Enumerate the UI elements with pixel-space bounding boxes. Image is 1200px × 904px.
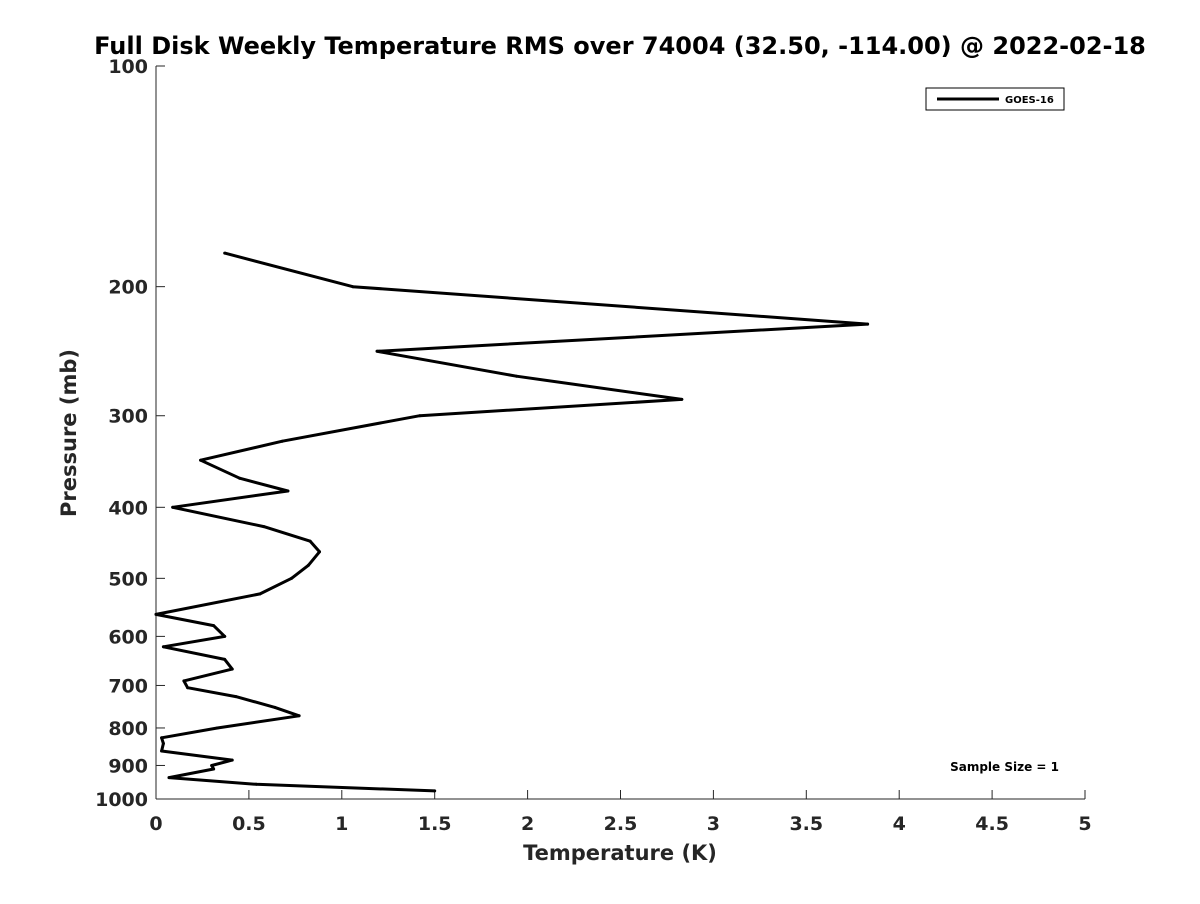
data-point xyxy=(318,550,321,554)
x-tick-label: 2.5 xyxy=(604,813,638,835)
x-tick-label: 3 xyxy=(707,813,720,835)
data-point xyxy=(273,705,277,709)
data-point xyxy=(418,414,422,418)
data-point xyxy=(154,612,158,616)
y-tick-label: 200 xyxy=(108,277,148,299)
data-point xyxy=(306,563,310,567)
data-point xyxy=(160,736,164,740)
data-point xyxy=(167,776,171,780)
data-point xyxy=(212,767,216,771)
x-tick-label: 5 xyxy=(1078,813,1091,835)
x-tick-label: 3.5 xyxy=(789,813,823,835)
series xyxy=(154,251,870,793)
data-point xyxy=(262,525,266,529)
data-point xyxy=(234,695,238,699)
x-tick-label: 2 xyxy=(521,813,534,835)
legend[interactable]: GOES-16 xyxy=(925,87,1065,111)
chart-title: Full Disk Weekly Temperature RMS over 74… xyxy=(94,32,1146,60)
y-axis-label: Pressure (mb) xyxy=(57,349,81,517)
data-point xyxy=(212,624,216,628)
data-point xyxy=(351,285,355,289)
data-point xyxy=(210,764,214,767)
data-point xyxy=(230,667,234,671)
x-axis-label: Temperature (K) xyxy=(523,841,717,865)
y-tick-label: 600 xyxy=(108,626,148,648)
data-point xyxy=(297,714,301,718)
data-point xyxy=(680,397,684,401)
data-point xyxy=(182,679,186,683)
data-point xyxy=(280,439,284,443)
y-tick-label: 500 xyxy=(108,568,148,590)
data-point xyxy=(375,349,379,353)
data-point xyxy=(230,758,234,762)
x-tick-label: 4 xyxy=(893,813,906,835)
data-point xyxy=(223,657,227,661)
y-tick-label: 700 xyxy=(108,675,148,697)
data-point xyxy=(171,505,175,509)
data-point xyxy=(223,251,227,255)
data-point xyxy=(308,539,312,543)
data-point xyxy=(199,458,203,462)
x-tick-label: 1 xyxy=(335,813,348,835)
x-tick-label: 0 xyxy=(149,813,162,835)
data-point xyxy=(215,726,219,730)
ticks: 0 0.5 1 1.5 2 2.5 3 3.5 4 4.5 5 100 200 300 400 500 600 7… xyxy=(95,56,1092,835)
y-tick-label: 800 xyxy=(108,718,148,740)
y-tick-label: 900 xyxy=(108,755,148,777)
data-point xyxy=(515,374,518,378)
data-point xyxy=(258,592,262,596)
data-point xyxy=(161,742,165,745)
data-point xyxy=(161,645,165,649)
data-point xyxy=(238,476,242,480)
y-tick-label: 100 xyxy=(108,56,148,78)
y-tick-label: 300 xyxy=(108,406,148,428)
data-point xyxy=(186,686,190,690)
x-tick-label: 0.5 xyxy=(232,813,266,835)
y-tick-label: 1000 xyxy=(95,789,148,811)
data-point xyxy=(160,749,164,753)
x-tick-label: 4.5 xyxy=(975,813,1009,835)
legend-entry-goes-16: GOES-16 xyxy=(1005,95,1054,106)
data-point xyxy=(433,789,437,793)
data-point xyxy=(866,322,870,326)
x-tick-label: 1.5 xyxy=(418,813,452,835)
data-point xyxy=(254,782,258,786)
sample-size-annotation: Sample Size = 1 xyxy=(950,760,1059,774)
data-point xyxy=(223,634,227,638)
data-point xyxy=(290,576,294,580)
y-tick-label: 400 xyxy=(108,497,148,519)
data-point xyxy=(286,489,290,493)
